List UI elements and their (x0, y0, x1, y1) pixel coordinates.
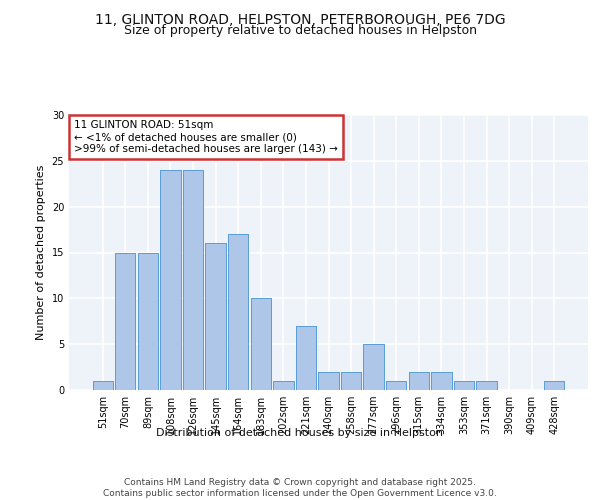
Bar (228, 234, 248, 390)
Bar (544, 381, 565, 390)
Bar (251, 298, 271, 390)
Bar (319, 372, 338, 390)
Bar (454, 381, 474, 390)
Bar (183, 170, 203, 390)
Y-axis label: Number of detached properties: Number of detached properties (36, 165, 46, 340)
Bar (431, 372, 452, 390)
Bar (544, 381, 565, 390)
Bar (364, 344, 384, 390)
Bar (205, 244, 226, 390)
Bar (228, 234, 248, 390)
Bar (251, 298, 271, 390)
Bar (476, 381, 497, 390)
Bar (138, 252, 158, 390)
Bar (115, 252, 136, 390)
Bar (92, 381, 113, 390)
Bar (296, 326, 316, 390)
Bar (364, 344, 384, 390)
Bar (341, 372, 361, 390)
Bar (431, 372, 452, 390)
Bar (205, 244, 226, 390)
Bar (115, 252, 136, 390)
Bar (341, 372, 361, 390)
Bar (92, 381, 113, 390)
Bar (454, 381, 474, 390)
Text: 11 GLINTON ROAD: 51sqm
← <1% of detached houses are smaller (0)
>99% of semi-det: 11 GLINTON ROAD: 51sqm ← <1% of detached… (74, 120, 338, 154)
Bar (409, 372, 429, 390)
Text: 11, GLINTON ROAD, HELPSTON, PETERBOROUGH, PE6 7DG: 11, GLINTON ROAD, HELPSTON, PETERBOROUGH… (95, 12, 505, 26)
Bar (160, 170, 181, 390)
Bar (319, 372, 338, 390)
Bar (138, 252, 158, 390)
Bar (386, 381, 406, 390)
Bar (476, 381, 497, 390)
Bar (296, 326, 316, 390)
Bar (183, 170, 203, 390)
Bar (160, 170, 181, 390)
Text: Contains HM Land Registry data © Crown copyright and database right 2025.
Contai: Contains HM Land Registry data © Crown c… (103, 478, 497, 498)
Bar (409, 372, 429, 390)
Bar (273, 381, 293, 390)
Text: Size of property relative to detached houses in Helpston: Size of property relative to detached ho… (124, 24, 476, 37)
Bar (386, 381, 406, 390)
Bar (273, 381, 293, 390)
Text: Distribution of detached houses by size in Helpston: Distribution of detached houses by size … (157, 428, 443, 438)
